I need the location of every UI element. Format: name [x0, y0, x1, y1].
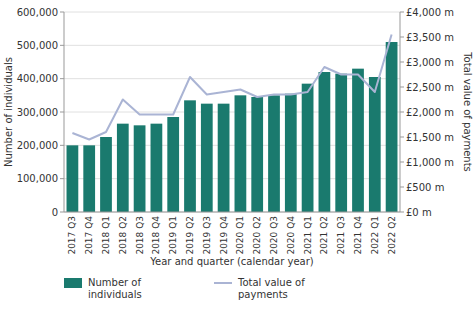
plot-area — [67, 35, 398, 213]
x-tick-label: 2019 Q1 — [168, 216, 178, 255]
bar — [235, 95, 247, 212]
bar — [268, 95, 280, 212]
x-tick-label: 2020 Q4 — [286, 216, 296, 255]
bar — [167, 117, 179, 212]
bar — [117, 124, 129, 212]
tick-mark — [60, 212, 64, 213]
tick-mark — [400, 137, 404, 138]
y2-tick-label: £1,000 m — [406, 157, 454, 168]
tick-mark — [400, 212, 404, 213]
legend-swatch — [64, 278, 82, 288]
y-tick-label: 400,000 — [17, 73, 58, 84]
x-tick-label: 2021 Q2 — [319, 216, 329, 255]
grid-line — [64, 212, 400, 213]
legend-swatch — [214, 282, 232, 284]
x-tick-label: 2018 Q2 — [118, 216, 128, 255]
x-tick-label: 2018 Q1 — [101, 216, 111, 255]
x-axis-line — [64, 212, 400, 213]
x-tick-label: 2020 Q3 — [269, 216, 279, 255]
grid-line — [64, 145, 400, 146]
grid-line — [64, 78, 400, 79]
y-tick-label: 500,000 — [17, 40, 58, 51]
line — [72, 35, 391, 140]
x-tick-label: 2017 Q3 — [67, 216, 77, 255]
tick-mark — [400, 162, 404, 163]
grid-line — [64, 178, 400, 179]
tick-mark — [400, 12, 404, 13]
y-tick-label: 200,000 — [17, 140, 58, 151]
tick-mark — [60, 178, 64, 179]
y-axis-line — [64, 12, 65, 212]
y-axis-title: Number of individuals — [3, 57, 14, 167]
tick-mark — [400, 37, 404, 38]
bar — [218, 104, 230, 212]
tick-mark — [400, 187, 404, 188]
legend-label: Number ofindividuals — [88, 277, 142, 300]
legend-label: Total value ofpayments — [237, 277, 305, 300]
x-tick-label: 2022 Q1 — [370, 216, 380, 255]
y2-tick-label: £2,500 m — [406, 82, 454, 93]
x-tick-label: 2019 Q4 — [219, 216, 229, 255]
y-tick-label: 600,000 — [17, 7, 58, 18]
grid — [64, 12, 400, 212]
y2-axis-line — [400, 12, 401, 212]
bar — [352, 69, 364, 212]
y2-tick-label: £1,500 m — [406, 132, 454, 143]
bar-series — [67, 42, 398, 212]
y2-tick-label: £2,000 m — [406, 107, 454, 118]
bar — [285, 94, 297, 212]
y-tick-label: 0 — [52, 207, 58, 218]
tick-mark — [400, 112, 404, 113]
x-axis-title: Year and quarter (calendar year) — [149, 256, 314, 267]
grid-line — [64, 45, 400, 46]
bar — [386, 42, 398, 212]
x-tick-label: 2018 Q3 — [135, 216, 145, 255]
x-tick-label: 2022 Q2 — [387, 216, 397, 255]
grid-line — [64, 12, 400, 13]
tick-mark — [60, 78, 64, 79]
bar — [67, 145, 79, 212]
legend: Number ofindividuals Total value ofpaymen… — [64, 277, 305, 300]
bar — [335, 74, 347, 212]
bar — [184, 100, 196, 212]
chart: 0 100,000 200,000 300,000 400,000 500,000 600,… — [0, 0, 474, 316]
bar — [134, 125, 146, 212]
x-tick-label: 2020 Q1 — [235, 216, 245, 255]
tick-mark — [400, 62, 404, 63]
tick-mark — [60, 12, 64, 13]
y2-tick-label: £3,000 m — [406, 57, 454, 68]
bar — [201, 104, 213, 212]
tick-mark — [400, 87, 404, 88]
y2-tick-label: £0 m — [406, 207, 432, 218]
x-tick-label: 2021 Q3 — [336, 216, 346, 255]
tick-mark — [60, 145, 64, 146]
x-tick-label: 2019 Q2 — [185, 216, 195, 255]
bar — [100, 137, 112, 212]
x-tick-label: 2021 Q4 — [353, 216, 363, 255]
bar — [151, 124, 163, 212]
x-tick-label: 2019 Q3 — [202, 216, 212, 255]
bar — [319, 72, 331, 212]
bar — [83, 145, 95, 212]
y-tick-label: 100,000 — [17, 173, 58, 184]
y-tick-label: 300,000 — [17, 107, 58, 118]
y2-tick-label: £3,500 m — [406, 32, 454, 43]
x-tick-label: 2018 Q4 — [151, 216, 161, 255]
tick-mark — [60, 45, 64, 46]
x-tick-label: 2020 Q2 — [252, 216, 262, 255]
tick-mark — [60, 112, 64, 113]
bar — [302, 84, 314, 212]
y2-tick-label: £500 m — [406, 182, 444, 193]
grid-line — [64, 112, 400, 113]
bar — [251, 97, 263, 212]
y2-axis-title: Total value of payments — [462, 51, 473, 172]
y2-tick-label: £4,000 m — [406, 7, 454, 18]
x-tick-label: 2017 Q4 — [84, 216, 94, 255]
bar — [369, 77, 381, 212]
x-tick-label: 2021 Q1 — [303, 216, 313, 255]
